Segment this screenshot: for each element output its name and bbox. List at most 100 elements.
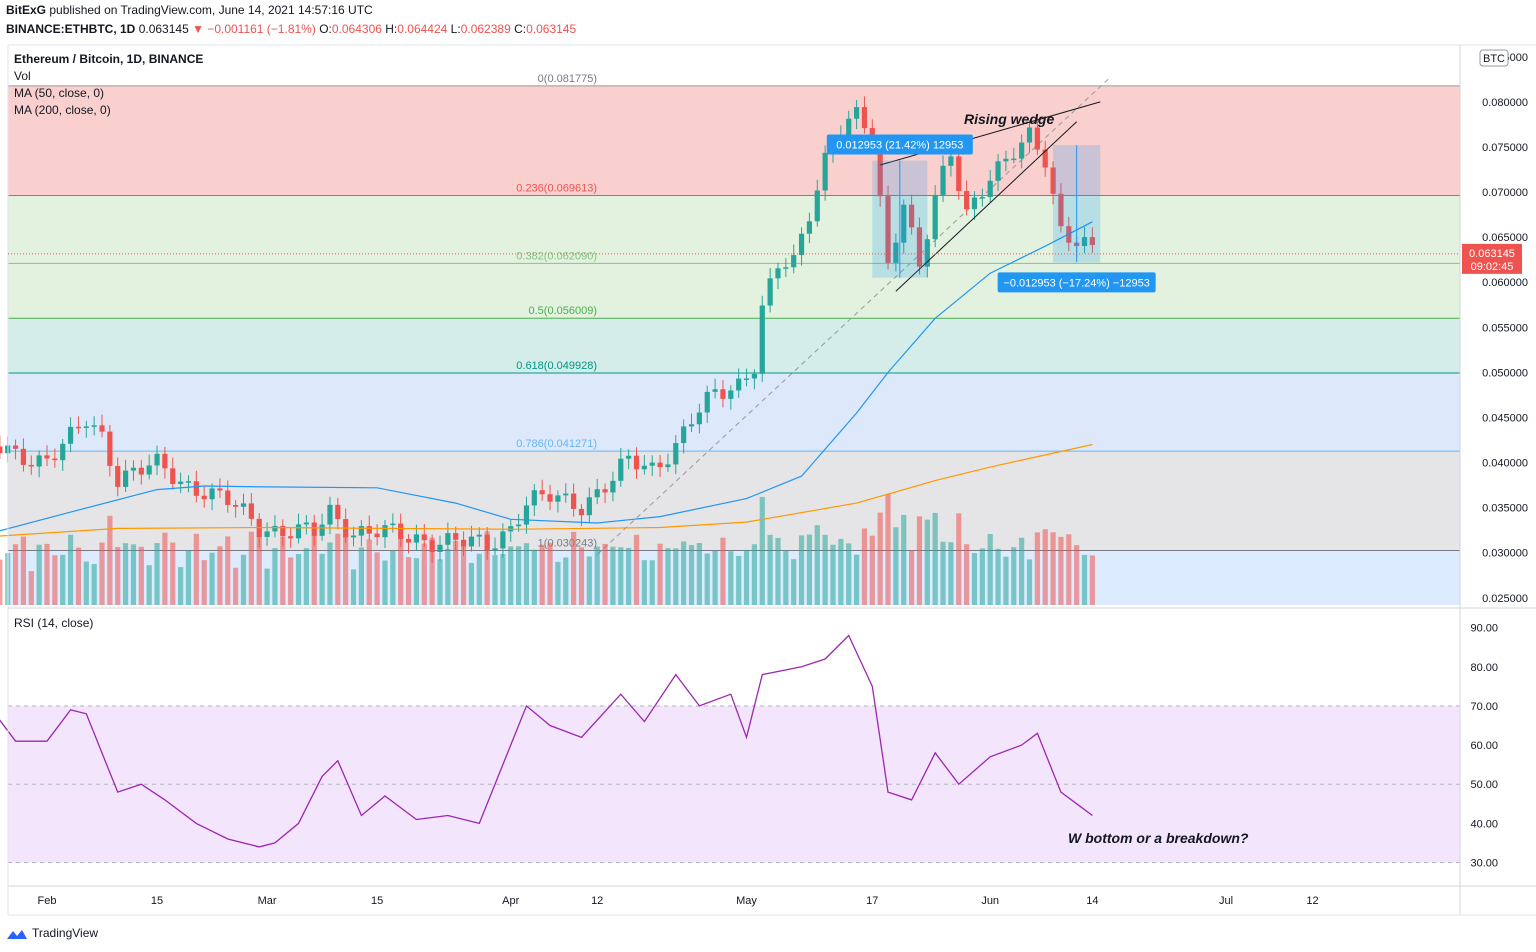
candle-body (20, 448, 27, 465)
low-value: 0.062389 (460, 22, 511, 36)
volume-bar (264, 568, 270, 605)
candle-body (437, 544, 443, 552)
volume-bar (319, 553, 325, 605)
time-tick-label: Jul (1219, 895, 1233, 907)
volume-bar (233, 567, 239, 605)
candle-body (484, 534, 490, 551)
candle-body (44, 455, 50, 459)
measure-up-label: 0.012953 (21.42%) 12953 (836, 140, 963, 152)
fib-label: 0.5(0.056009) (529, 305, 598, 317)
volume-bar (398, 532, 404, 605)
volume-bar (775, 537, 781, 605)
price-tick-label: 0.070000 (1482, 187, 1528, 199)
candle-body (327, 504, 333, 525)
high-label: H: (385, 22, 398, 36)
volume-bar (1074, 545, 1080, 605)
time-tick-label: 12 (591, 895, 603, 907)
candle-body (154, 453, 160, 466)
volume-bar (720, 537, 726, 605)
volume-bar (783, 550, 789, 605)
candle-body (767, 278, 773, 306)
volume-bar (791, 559, 797, 605)
volume-bar (956, 513, 962, 605)
close-label: C: (514, 22, 527, 36)
volume-bar (91, 563, 97, 605)
time-tick-label: May (736, 895, 757, 907)
volume-bar (932, 512, 938, 605)
candle-body (52, 458, 58, 461)
candle-body (696, 412, 702, 425)
volume-bar (83, 561, 89, 605)
volume-bar (594, 546, 600, 605)
candle-body (893, 242, 899, 263)
volume-bar (948, 542, 954, 605)
volume-bar (940, 541, 946, 605)
candle-body (563, 493, 569, 496)
volume-bar (0, 559, 3, 605)
candle-body (523, 505, 530, 525)
legend-ma50[interactable]: MA (50, close, 0) (14, 86, 104, 100)
fib-label: 0.236(0.069613) (516, 183, 597, 195)
rsi-tick-label: 30.00 (1470, 858, 1498, 870)
candle-body (445, 533, 451, 545)
volume-bar (1034, 532, 1040, 605)
tradingview-logo[interactable]: TradingView (6, 926, 98, 940)
close-value: 0.063145 (526, 22, 577, 36)
publisher-name[interactable]: BitExG (6, 3, 47, 17)
candle-body (948, 156, 954, 166)
rsi-line (0, 634, 1093, 848)
ma200-line (0, 443, 1093, 537)
volume-bar (162, 532, 168, 605)
volume-bar (759, 496, 765, 605)
candle-body (987, 180, 993, 198)
time-tick-label: 15 (151, 895, 163, 907)
volume-bar (830, 544, 836, 605)
candle-body (460, 539, 467, 547)
rsi-pane[interactable] (0, 634, 1460, 864)
candle-body (28, 464, 34, 467)
high-value: 0.064424 (397, 22, 448, 36)
volume-bar (1019, 537, 1025, 605)
volume-bar (343, 533, 349, 605)
candle-body (366, 526, 372, 534)
price-tick-label: 0.035000 (1482, 503, 1528, 515)
candle-body (476, 534, 482, 537)
fib-label: 0.382(0.062090) (516, 250, 597, 262)
volume-bar (405, 557, 412, 605)
rsi-tick-label: 60.00 (1470, 740, 1498, 752)
volume-bar (767, 534, 773, 605)
volume-bar (798, 535, 805, 605)
volume-bar (696, 543, 702, 605)
annotation-rising-wedge: Rising wedge (964, 111, 1054, 127)
candle-body (1019, 142, 1025, 159)
price-pane[interactable]: 0(0.081775) 0.236(0.069613) 0.382(0.062090… (0, 73, 1460, 605)
legend-rsi[interactable]: RSI (14, close) (14, 616, 93, 630)
volume-bar (924, 519, 930, 605)
candle-body (571, 493, 577, 509)
volume-bar (649, 560, 655, 605)
footer-brand: TradingView (32, 926, 99, 940)
volume-bar (610, 546, 616, 605)
candle-body (1026, 127, 1033, 143)
candle-body (0, 446, 3, 454)
volume-bar (681, 541, 687, 605)
candle-body (610, 480, 616, 493)
legend-vol[interactable]: Vol (14, 69, 31, 83)
candle-body (649, 462, 655, 466)
legend-ma200[interactable]: MA (200, close, 0) (14, 103, 111, 117)
volume-bar (75, 547, 82, 605)
candle-body (75, 426, 82, 429)
candle-body (233, 504, 239, 507)
candle-body (217, 488, 223, 491)
currency-badge-box[interactable] (1479, 49, 1509, 67)
volume-bar (1026, 559, 1033, 605)
candle-body (1003, 158, 1009, 162)
price-tick-label: 0.040000 (1482, 458, 1528, 470)
volume-bar (838, 538, 844, 605)
volume-bar (901, 514, 907, 605)
candle-body (618, 458, 624, 481)
candle-body (673, 443, 679, 465)
currency-badge[interactable]: BTC (1483, 53, 1505, 65)
volume-bar (523, 543, 530, 605)
